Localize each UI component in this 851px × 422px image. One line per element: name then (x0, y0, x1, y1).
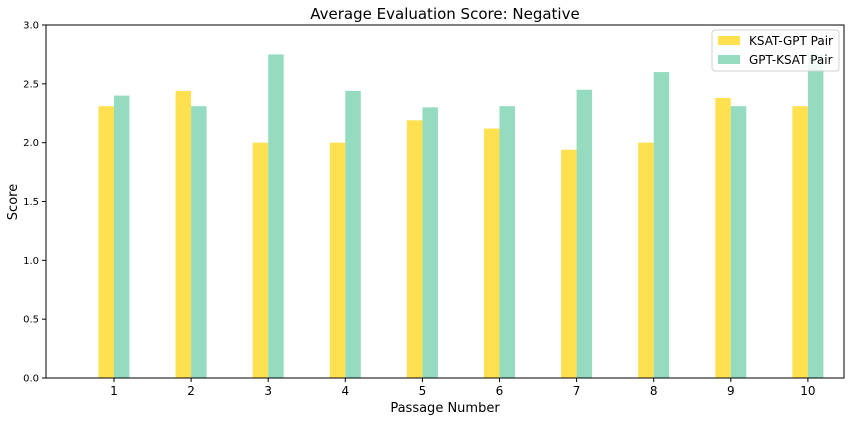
y-tick-label: 2.0 (23, 138, 39, 149)
legend-box (711, 29, 840, 72)
bar-series-2-passage-5 (422, 107, 438, 379)
bar-series-1-passage-6 (484, 128, 500, 378)
bar-series-2-passage-3 (268, 54, 284, 379)
bar-series-1-passage-5 (406, 120, 423, 378)
x-tick-label: 6 (496, 384, 504, 398)
legend-label: GPT-KSAT Pair (749, 53, 833, 67)
x-tick-label: 7 (573, 384, 581, 398)
x-tick-label: 4 (341, 384, 349, 398)
legend-swatch (718, 55, 740, 64)
bar-series-2-passage-1 (114, 95, 130, 378)
y-tick-label: 2.5 (23, 79, 39, 90)
bar-series-1-passage-8 (638, 142, 654, 378)
x-tick-label: 10 (800, 384, 815, 398)
bar-series-2-passage-4 (345, 90, 361, 378)
y-tick-label: 1.0 (23, 256, 39, 267)
y-tick-label: 1.5 (23, 197, 39, 208)
bar-series-1-passage-7 (561, 149, 577, 378)
bar-series-2-passage-2 (191, 106, 207, 378)
bar-series-1-passage-1 (98, 106, 114, 378)
chart-title: Average Evaluation Score: Negative (310, 5, 579, 23)
bar-series-2-passage-7 (576, 89, 593, 378)
y-tick-label: 3.0 (23, 21, 39, 32)
bar-series-2-passage-9 (730, 106, 747, 378)
bar-series-1-passage-2 (175, 90, 192, 378)
plot-frame (45, 24, 845, 379)
y-axis: 0.0 0.5 1.0 1.5 2.0 2.5 3.0 (23, 21, 46, 385)
y-tick-label: 0.5 (23, 315, 39, 326)
x-axis-label: Passage Number (390, 401, 500, 416)
x-tick-label: 3 (264, 384, 272, 398)
bar-series-1-passage-4 (329, 142, 346, 378)
bar-series-2-passage-8 (653, 72, 670, 378)
legend-label: KSAT-GPT Pair (749, 34, 833, 48)
bar-series-2-passage-10 (807, 54, 824, 379)
x-tick-label: 1 (110, 384, 118, 398)
x-tick-label: 5 (419, 384, 427, 398)
bar-series-2-passage-6 (499, 106, 515, 378)
y-axis-label: Score (6, 184, 21, 220)
bar-series-1-passage-9 (715, 97, 731, 378)
x-tick-label: 2 (187, 384, 195, 398)
legend-swatch (718, 36, 740, 45)
bar-series-1-passage-10 (792, 106, 808, 378)
bar-series-1-passage-3 (252, 142, 269, 378)
bars-group (98, 54, 824, 379)
x-tick-label: 8 (650, 384, 658, 398)
y-tick-label: 0.0 (23, 374, 39, 385)
legend: KSAT-GPT Pair GPT-KSAT Pair (711, 29, 840, 72)
x-axis: 1 2 3 4 5 6 7 8 9 10 (110, 378, 816, 398)
x-tick-label: 9 (727, 384, 735, 398)
